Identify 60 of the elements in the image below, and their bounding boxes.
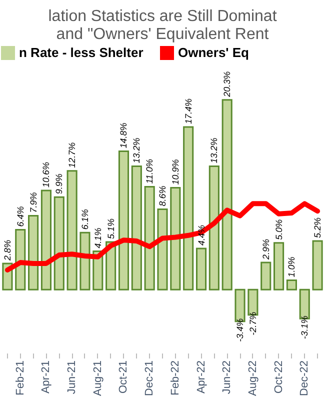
bar	[260, 262, 272, 290]
x-tick-label: Apr-22	[195, 360, 208, 394]
legend-label: n Rate - less Shelter	[19, 45, 144, 60]
data-label: -3.1%	[300, 316, 310, 340]
bar	[286, 280, 297, 290]
bar	[208, 165, 220, 290]
data-label: 5.1%	[106, 218, 116, 239]
text: and "Owners' Equivalent Rent	[56, 26, 269, 43]
x-tick-label: Feb-22	[169, 360, 182, 396]
bar	[131, 165, 142, 290]
x-tick-label: Feb-21	[14, 360, 26, 396]
bar	[40, 190, 52, 290]
x-tick-label: Jun-22	[221, 360, 234, 394]
x-tick-label: Oct-21	[118, 360, 130, 394]
bar	[183, 126, 194, 290]
bar	[170, 186, 181, 290]
bar	[54, 196, 64, 290]
bar	[157, 208, 168, 290]
data-label: 5.0%	[274, 219, 284, 240]
x-tick-label: Dec-21	[144, 360, 156, 396]
data-label: 6.4%	[15, 206, 26, 227]
bar	[118, 150, 130, 290]
data-label: 10.9%	[170, 159, 180, 185]
data-label: 9.9%	[54, 174, 64, 194]
data-label: 11.0%	[144, 158, 155, 184]
x-tick-label: Jun-21	[66, 360, 78, 394]
data-label: 5.2%	[312, 218, 323, 238]
bar	[273, 242, 284, 290]
data-label: 8.6%	[158, 186, 168, 206]
bar	[222, 99, 232, 290]
data-label: 6.1%	[80, 209, 90, 230]
x-tick-label: Oct-22	[272, 360, 285, 394]
data-label: 12.7%	[67, 142, 78, 168]
data-label: 17.4%	[183, 98, 194, 124]
data-label: 2.9%	[260, 238, 271, 261]
data-label: 13.2%	[132, 138, 142, 164]
x-tick-label: Aug-22	[246, 360, 259, 396]
bar	[15, 229, 26, 290]
legend-label: Owners' Eq	[178, 45, 250, 60]
x-tick-label: Dec-22	[298, 360, 311, 396]
x-tick-label: Apr-21	[40, 360, 52, 394]
bar	[312, 240, 323, 290]
data-label: 7.9%	[28, 192, 38, 213]
data-label: 10.6%	[41, 162, 52, 188]
data-label: 2.8%	[2, 240, 12, 262]
data-label: 4.1%	[92, 228, 103, 248]
text: lation Statistics are Still Dominat	[48, 8, 277, 25]
data-label: -2.7%	[248, 312, 258, 336]
bar	[80, 232, 90, 290]
data-label: 13.2%	[209, 138, 220, 164]
bar	[28, 215, 39, 290]
bar	[66, 170, 78, 290]
data-label: 20.3%	[222, 71, 232, 98]
x-tick-label: Aug-21	[92, 360, 104, 396]
bar	[144, 186, 155, 290]
data-label: 4.4%	[196, 224, 206, 246]
bar	[196, 248, 207, 290]
data-label: 14.8%	[118, 122, 129, 148]
data-label: -3.4%	[235, 318, 246, 342]
data-label: 1.0%	[286, 256, 297, 278]
